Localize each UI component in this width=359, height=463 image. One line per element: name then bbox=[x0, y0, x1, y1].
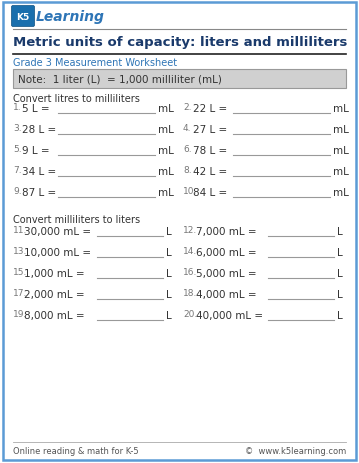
Text: 7.: 7. bbox=[13, 166, 22, 175]
Text: 30,000 mL =: 30,000 mL = bbox=[24, 226, 91, 237]
Text: 16.: 16. bbox=[183, 268, 197, 276]
Text: Online reading & math for K-5: Online reading & math for K-5 bbox=[13, 446, 139, 455]
Text: K5: K5 bbox=[17, 13, 30, 21]
Text: 10.: 10. bbox=[183, 187, 197, 195]
Text: 2,000 mL =: 2,000 mL = bbox=[24, 289, 85, 300]
Text: L: L bbox=[337, 310, 343, 320]
Text: Note:  1 liter (L)  = 1,000 milliliter (mL): Note: 1 liter (L) = 1,000 milliliter (mL… bbox=[18, 75, 222, 84]
Text: 1,000 mL =: 1,000 mL = bbox=[24, 269, 85, 278]
Text: 10,000 mL =: 10,000 mL = bbox=[24, 247, 91, 257]
Text: 6.: 6. bbox=[183, 144, 192, 154]
Text: L: L bbox=[337, 269, 343, 278]
Text: 22 L =: 22 L = bbox=[193, 104, 227, 114]
Text: 40,000 mL =: 40,000 mL = bbox=[196, 310, 263, 320]
Text: 78 L =: 78 L = bbox=[193, 146, 227, 156]
Text: Grade 3 Measurement Worksheet: Grade 3 Measurement Worksheet bbox=[13, 58, 177, 68]
Text: 27 L =: 27 L = bbox=[193, 125, 227, 135]
Text: L: L bbox=[166, 247, 172, 257]
Text: 9 L =: 9 L = bbox=[22, 146, 50, 156]
Text: 14.: 14. bbox=[183, 246, 197, 256]
Text: 5.: 5. bbox=[13, 144, 22, 154]
Text: mL: mL bbox=[333, 125, 349, 135]
Text: 13.: 13. bbox=[13, 246, 27, 256]
Text: mL: mL bbox=[333, 167, 349, 176]
Text: Learning: Learning bbox=[36, 10, 105, 24]
Bar bbox=[13, 70, 346, 89]
Text: 1.: 1. bbox=[13, 103, 22, 112]
Text: 5,000 mL =: 5,000 mL = bbox=[196, 269, 257, 278]
Text: 9.: 9. bbox=[13, 187, 22, 195]
Text: mL: mL bbox=[158, 146, 174, 156]
FancyBboxPatch shape bbox=[11, 6, 34, 27]
Text: Convert litres to milliliters: Convert litres to milliliters bbox=[13, 94, 140, 104]
Text: ©  www.k5learning.com: © www.k5learning.com bbox=[245, 446, 346, 455]
Text: 20.: 20. bbox=[183, 309, 197, 319]
Text: 7,000 mL =: 7,000 mL = bbox=[196, 226, 257, 237]
Text: 8.: 8. bbox=[183, 166, 192, 175]
Text: 18.: 18. bbox=[183, 288, 197, 297]
Text: 17.: 17. bbox=[13, 288, 27, 297]
Text: L: L bbox=[166, 289, 172, 300]
Text: mL: mL bbox=[158, 104, 174, 114]
Text: L: L bbox=[337, 226, 343, 237]
Text: L: L bbox=[166, 310, 172, 320]
Text: 34 L =: 34 L = bbox=[22, 167, 56, 176]
Text: mL: mL bbox=[333, 104, 349, 114]
Text: Metric units of capacity: liters and milliliters: Metric units of capacity: liters and mil… bbox=[13, 36, 348, 49]
Text: mL: mL bbox=[333, 146, 349, 156]
Text: 12.: 12. bbox=[183, 225, 197, 234]
Text: 5 L =: 5 L = bbox=[22, 104, 50, 114]
Text: 3.: 3. bbox=[13, 124, 22, 133]
Text: 42 L =: 42 L = bbox=[193, 167, 227, 176]
Text: mL: mL bbox=[158, 188, 174, 198]
Text: mL: mL bbox=[158, 167, 174, 176]
Text: 87 L =: 87 L = bbox=[22, 188, 56, 198]
Text: mL: mL bbox=[333, 188, 349, 198]
Text: 4.: 4. bbox=[183, 124, 191, 133]
Text: 15.: 15. bbox=[13, 268, 27, 276]
Text: 6,000 mL =: 6,000 mL = bbox=[196, 247, 257, 257]
Text: 4,000 mL =: 4,000 mL = bbox=[196, 289, 257, 300]
Text: 28 L =: 28 L = bbox=[22, 125, 56, 135]
Text: 11.: 11. bbox=[13, 225, 27, 234]
Text: mL: mL bbox=[158, 125, 174, 135]
Text: L: L bbox=[166, 226, 172, 237]
Text: Convert milliliters to liters: Convert milliliters to liters bbox=[13, 214, 140, 225]
Text: 84 L =: 84 L = bbox=[193, 188, 227, 198]
Text: 8,000 mL =: 8,000 mL = bbox=[24, 310, 85, 320]
Text: 2.: 2. bbox=[183, 103, 191, 112]
Text: 19.: 19. bbox=[13, 309, 27, 319]
Text: L: L bbox=[337, 247, 343, 257]
Text: L: L bbox=[166, 269, 172, 278]
Text: L: L bbox=[337, 289, 343, 300]
